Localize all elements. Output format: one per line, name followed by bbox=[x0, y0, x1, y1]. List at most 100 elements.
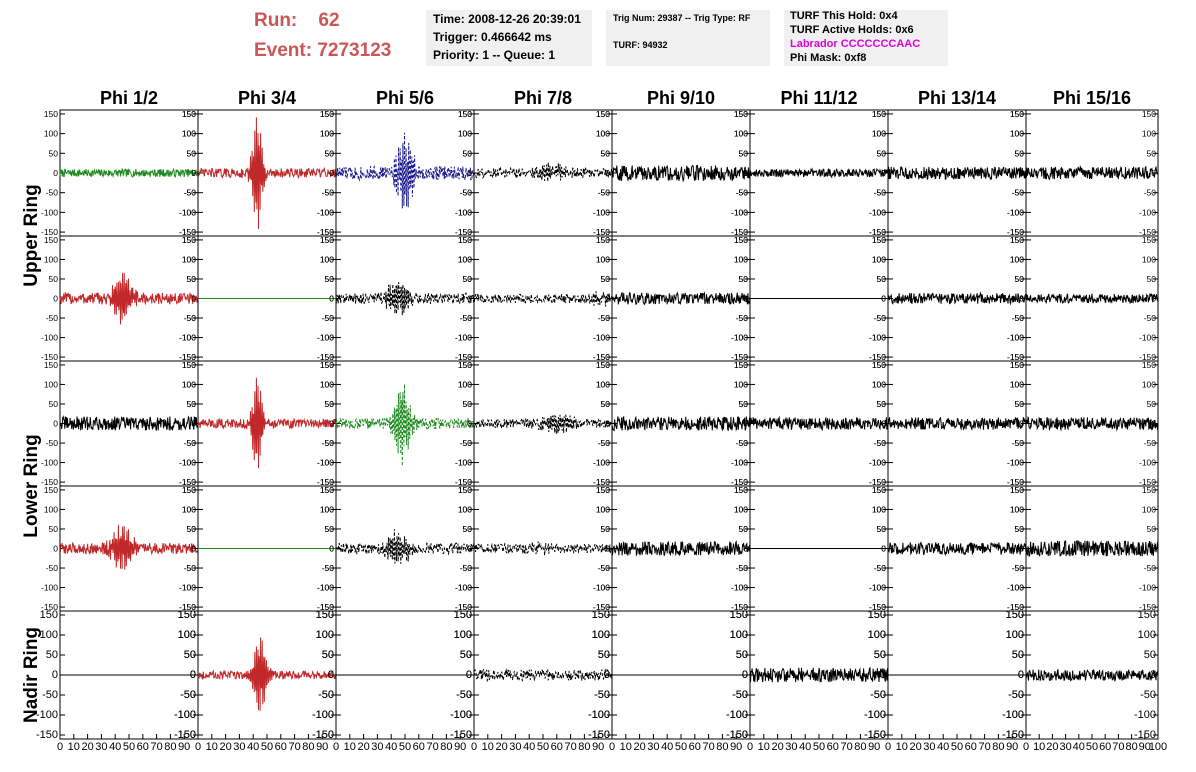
y-tick-label-right: 150 bbox=[1010, 485, 1024, 495]
y-tick-label-left: 50 bbox=[325, 148, 335, 158]
y-tick-label-right: 50 bbox=[325, 274, 335, 284]
x-tick-label: 0 bbox=[747, 741, 753, 753]
x-tick-label: 70 bbox=[702, 741, 714, 753]
y-tick-label-left: -50 bbox=[460, 313, 473, 323]
waveform-trace bbox=[1025, 165, 1159, 181]
waveform-trace bbox=[59, 524, 199, 570]
y-tick-label-right: -50 bbox=[1144, 563, 1157, 573]
y-tick-label-right: 50 bbox=[463, 524, 473, 534]
y-tick-label-left: 150 bbox=[1010, 235, 1024, 245]
waveform-trace bbox=[1025, 669, 1159, 683]
y-tick-label-right: 50 bbox=[877, 148, 887, 158]
y-tick-label-left: 150 bbox=[454, 609, 472, 621]
y-tick-label-left: 0 bbox=[52, 669, 58, 681]
y-tick-label-left: 50 bbox=[1015, 274, 1025, 284]
priority-text: Priority: 1 -- Queue: 1 bbox=[433, 48, 556, 62]
waveform-trace bbox=[59, 167, 199, 179]
y-tick-label-right: -150 bbox=[731, 352, 748, 362]
y-tick-label-right: 150 bbox=[316, 609, 334, 621]
waveform-trace bbox=[473, 668, 613, 683]
x-tick-label: 40 bbox=[1073, 741, 1085, 753]
y-tick-label-left: -100 bbox=[179, 207, 196, 217]
waveform-trace bbox=[335, 529, 475, 564]
y-tick-label-right: 0 bbox=[1150, 669, 1156, 681]
x-tick-label: 90 bbox=[178, 741, 190, 753]
y-tick-label-left: 100 bbox=[596, 504, 610, 514]
y-tick-label-right: -150 bbox=[869, 227, 886, 237]
x-tick-label: 80 bbox=[164, 741, 176, 753]
y-tick-label-right: -100 bbox=[317, 333, 334, 343]
y-tick-label-right: 100 bbox=[1142, 379, 1156, 389]
y-tick-label-left: 150 bbox=[44, 360, 58, 370]
waveform-trace bbox=[1025, 293, 1159, 305]
y-tick-label-left: -100 bbox=[455, 207, 472, 217]
y-tick-label-left: 50 bbox=[325, 274, 335, 284]
y-tick-label-left: 0 bbox=[190, 669, 196, 681]
y-tick-label-right: 100 bbox=[320, 129, 334, 139]
x-tick-label: 90 bbox=[592, 741, 604, 753]
y-tick-label-left: -100 bbox=[593, 458, 610, 468]
y-tick-label-left: 150 bbox=[458, 235, 472, 245]
y-tick-label-left: 50 bbox=[601, 399, 611, 409]
x-tick-label: 70 bbox=[978, 741, 990, 753]
waveform-trace bbox=[473, 541, 613, 556]
y-tick-label-right: 50 bbox=[601, 274, 611, 284]
y-tick-label-right: -100 bbox=[455, 583, 472, 593]
y-tick-label-right: 150 bbox=[182, 235, 196, 245]
x-tick-label: 90 bbox=[1139, 741, 1151, 753]
x-tick-label: 80 bbox=[854, 741, 866, 753]
y-tick-label-right: -100 bbox=[317, 583, 334, 593]
y-tick-label-right: -100 bbox=[450, 709, 472, 721]
y-tick-label-left: 50 bbox=[1015, 399, 1025, 409]
y-tick-label-right: 150 bbox=[734, 485, 748, 495]
y-tick-label-left: 50 bbox=[463, 399, 473, 409]
y-tick-label-left: -50 bbox=[874, 563, 887, 573]
y-tick-label-right: 50 bbox=[601, 148, 611, 158]
y-tick-label-left: 100 bbox=[320, 129, 334, 139]
y-tick-label-right: -150 bbox=[593, 227, 610, 237]
waveform-trace bbox=[335, 384, 475, 467]
waveform-trace bbox=[887, 166, 1027, 181]
phi-mask-text: Phi Mask: 0xf8 bbox=[790, 52, 867, 64]
y-tick-label-left: -150 bbox=[869, 602, 886, 612]
y-tick-label-left: -100 bbox=[869, 458, 886, 468]
y-tick-label-right: -150 bbox=[869, 602, 886, 612]
y-tick-label-right: -50 bbox=[1012, 313, 1025, 323]
y-tick-label-left: -100 bbox=[179, 458, 196, 468]
x-tick-label: 80 bbox=[578, 741, 590, 753]
y-tick-label-right: 50 bbox=[1015, 399, 1025, 409]
time-text: Time: 2008-12-26 20:39:01 bbox=[433, 12, 581, 26]
y-tick-label-right: 100 bbox=[734, 129, 748, 139]
waveform-trace bbox=[59, 272, 199, 325]
x-tick-label: 30 bbox=[509, 741, 521, 753]
y-tick-label-right: 150 bbox=[1142, 109, 1156, 119]
y-tick-label-left: 50 bbox=[736, 649, 748, 661]
y-tick-label-left: 0 bbox=[191, 294, 196, 304]
y-tick-label-left: 50 bbox=[325, 399, 335, 409]
y-tick-label-left: -50 bbox=[322, 563, 335, 573]
y-tick-label-right: 50 bbox=[877, 524, 887, 534]
y-tick-label-right: 0 bbox=[467, 168, 472, 178]
y-tick-label-left: -100 bbox=[455, 333, 472, 343]
y-tick-label-right: -100 bbox=[179, 458, 196, 468]
y-tick-label-left: 100 bbox=[730, 629, 748, 641]
y-tick-label-left: 100 bbox=[182, 504, 196, 514]
y-tick-label-left: 50 bbox=[739, 524, 749, 534]
y-tick-label-right: 50 bbox=[325, 399, 335, 409]
y-tick-label-right: 50 bbox=[322, 649, 334, 661]
x-tick-label: 20 bbox=[219, 741, 231, 753]
y-tick-label-left: 0 bbox=[466, 669, 472, 681]
y-tick-label-right: -50 bbox=[736, 438, 749, 448]
y-tick-label-left: 100 bbox=[320, 254, 334, 264]
y-tick-label-left: 150 bbox=[596, 360, 610, 370]
y-tick-label-right: 150 bbox=[596, 109, 610, 119]
y-tick-label-left: 0 bbox=[467, 544, 472, 554]
y-tick-label-right: -100 bbox=[588, 709, 610, 721]
y-tick-label-right: 150 bbox=[458, 109, 472, 119]
y-tick-label-left: 150 bbox=[320, 360, 334, 370]
y-tick-label-right: -50 bbox=[1140, 689, 1156, 701]
y-tick-label-left: 150 bbox=[44, 235, 58, 245]
y-tick-label-left: 0 bbox=[329, 544, 334, 554]
y-tick-label-left: 100 bbox=[872, 129, 886, 139]
y-tick-label-right: 50 bbox=[739, 399, 749, 409]
